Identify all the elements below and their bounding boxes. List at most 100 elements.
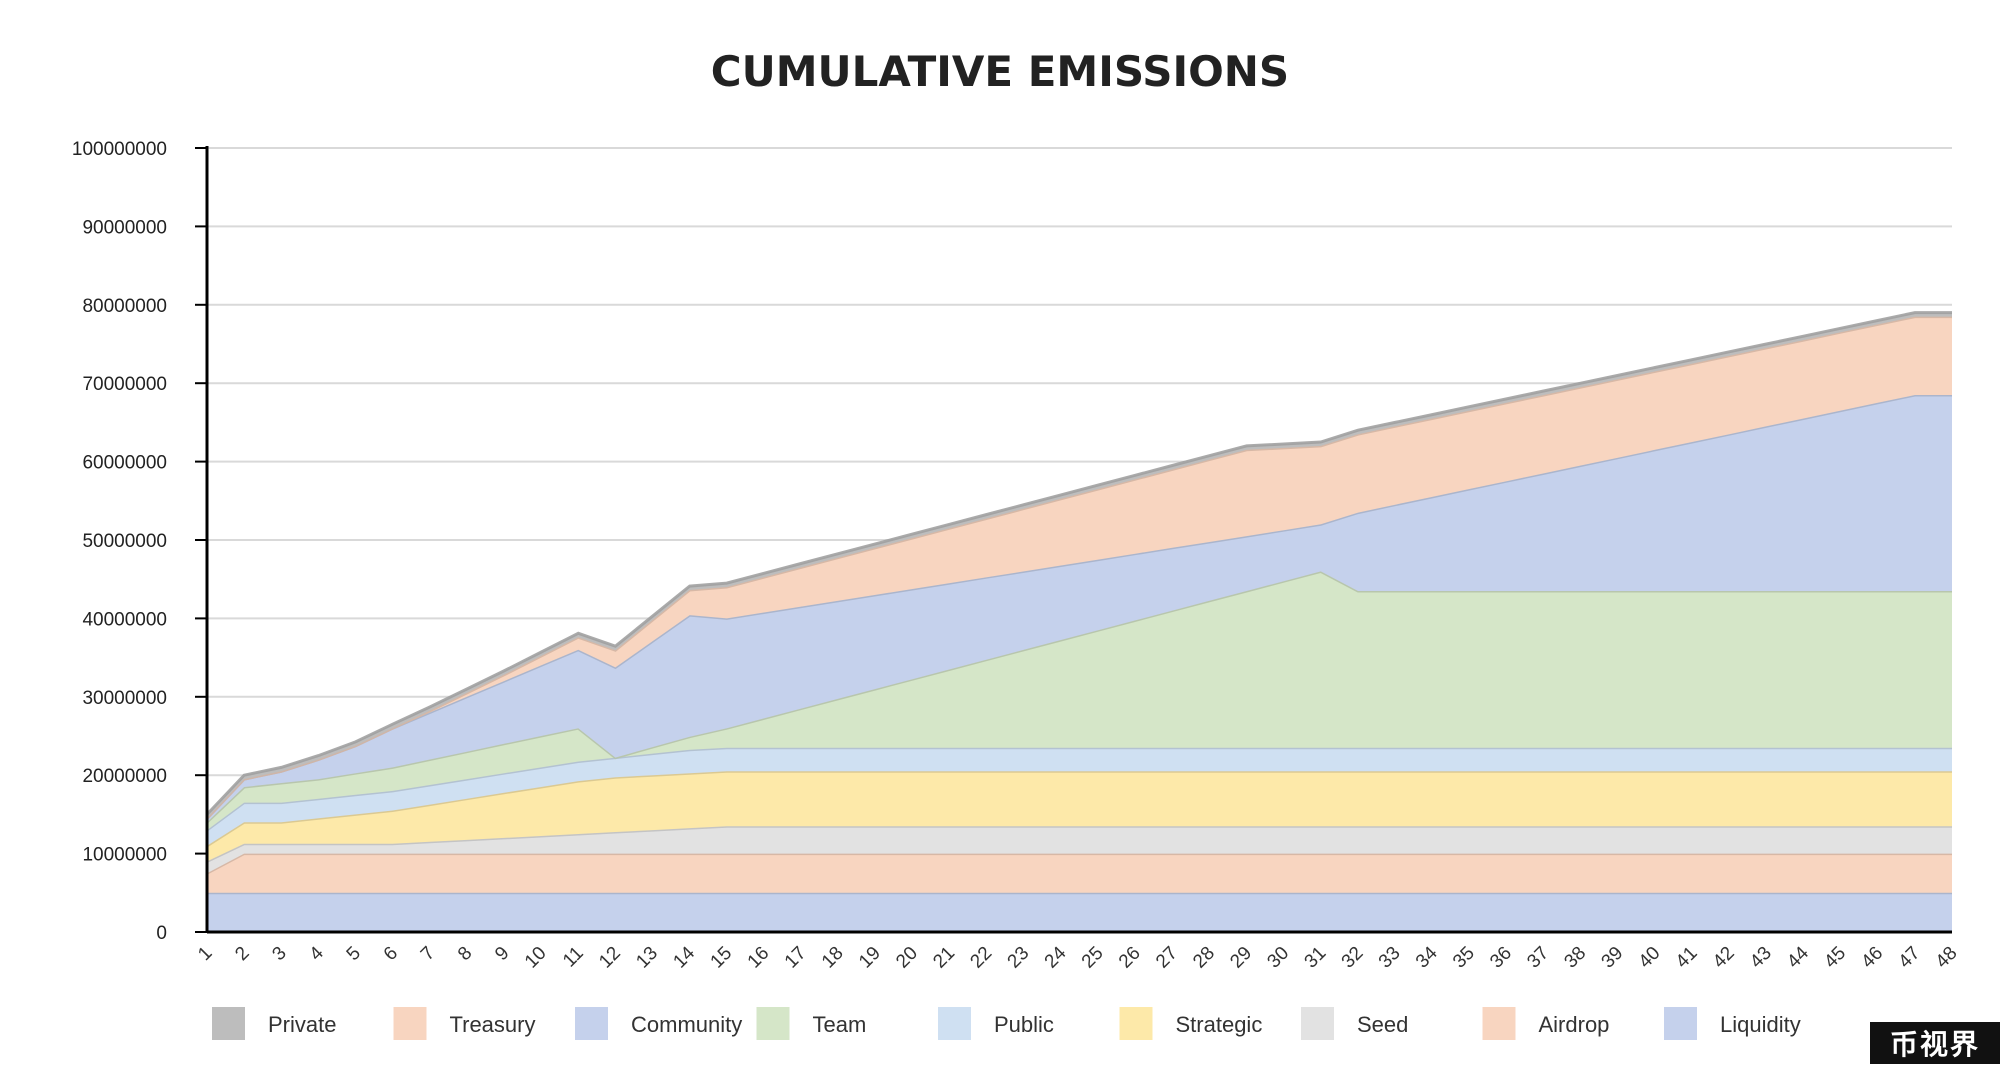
y-tick-label: 70000000: [82, 374, 167, 395]
y-tick-label: 50000000: [82, 531, 167, 552]
legend-label: Public: [994, 1012, 1054, 1037]
legend-swatch: [1482, 1007, 1516, 1040]
legend-swatch: [1301, 1007, 1334, 1040]
x-tick-label: 26: [1115, 943, 1145, 973]
legend-label: Team: [813, 1012, 867, 1037]
legend-item-airdrop: Airdrop: [1482, 1007, 1610, 1040]
area-treasury: [207, 316, 1952, 819]
x-tick-label: 43: [1746, 943, 1776, 973]
y-tick-label: 90000000: [82, 217, 167, 238]
x-tick-label: 8: [454, 943, 476, 965]
x-tick-label: 48: [1932, 943, 1962, 973]
x-tick-label: 16: [744, 943, 774, 973]
legend-swatch: [1664, 1007, 1697, 1040]
chart-title: CUMULATIVE EMISSIONS: [711, 47, 1289, 96]
watermark-logo: 币视界: [1870, 1022, 2000, 1064]
x-tick-label: 21: [929, 943, 959, 973]
legend-label: Strategic: [1176, 1012, 1263, 1037]
x-tick-label: 31: [1301, 943, 1331, 973]
x-tick-label: 9: [491, 943, 513, 965]
area-airdrop: [207, 853, 1952, 893]
legend-item-liquidity: Liquidity: [1664, 1007, 1801, 1040]
x-tick-label: 12: [595, 943, 625, 973]
x-axis-ticks: 1 2 3 4 5 6 7 8 9 10 11 12 13 14 15 16 17 18 19 20 21 22 23 24 2…: [194, 942, 1961, 972]
x-tick-label: 34: [1412, 942, 1442, 972]
legend-item-treasury: Treasury: [393, 1007, 536, 1040]
x-tick-label: 44: [1783, 942, 1813, 972]
x-tick-label: 20: [892, 943, 922, 973]
x-tick-label: 40: [1635, 943, 1665, 973]
x-tick-label: 37: [1523, 943, 1553, 973]
legend-swatch: [212, 1007, 245, 1040]
x-tick-label: 45: [1820, 943, 1850, 973]
y-tick-label: 20000000: [82, 766, 167, 787]
area-strategic: [207, 771, 1952, 862]
x-tick-label: 4: [306, 942, 329, 965]
y-tick-label: 40000000: [82, 609, 167, 630]
area-liquidity: [207, 892, 1952, 932]
legend-label: Private: [268, 1012, 336, 1037]
legend-item-community: Community: [575, 1007, 742, 1040]
x-tick-label: 29: [1226, 943, 1256, 973]
legend-swatch: [938, 1007, 971, 1040]
x-tick-label: 38: [1560, 943, 1590, 973]
x-tick-label: 18: [818, 943, 848, 973]
legend-swatch: [756, 1007, 790, 1040]
x-tick-label: 39: [1598, 943, 1628, 973]
legend-label: Community: [631, 1012, 742, 1037]
x-tick-label: 23: [1004, 943, 1034, 973]
x-tick-label: 13: [632, 943, 662, 973]
legend-item-private: Private: [212, 1007, 336, 1040]
x-tick-label: 33: [1375, 943, 1405, 973]
area-team: [207, 571, 1952, 831]
x-tick-label: 15: [707, 943, 737, 973]
legend-label: Seed: [1357, 1012, 1408, 1037]
y-tick-label: 80000000: [82, 296, 167, 317]
x-tick-label: 19: [855, 943, 885, 973]
x-tick-label: 2: [231, 943, 253, 965]
x-tick-label: 42: [1709, 943, 1739, 973]
x-tick-label: 7: [417, 943, 439, 965]
legend-swatch: [393, 1007, 427, 1040]
legend-swatch: [1119, 1007, 1153, 1040]
x-tick-label: 27: [1152, 943, 1182, 973]
legend-label: Liquidity: [1720, 1012, 1801, 1037]
x-tick-label: 28: [1189, 943, 1219, 973]
x-tick-label: 11: [559, 943, 588, 972]
x-tick-label: 3: [268, 943, 290, 965]
legend-item-public: Public: [938, 1007, 1054, 1040]
x-tick-label: 5: [343, 943, 365, 965]
legend-item-team: Team: [756, 1007, 867, 1040]
area-seed: [207, 826, 1952, 874]
x-tick-label: 17: [781, 943, 811, 973]
y-tick-label: 30000000: [82, 688, 167, 709]
y-tick-label: 10000000: [82, 845, 167, 866]
legend-label: Treasury: [450, 1012, 536, 1037]
area-edge-private: [205, 311, 1952, 816]
x-tick-label: 30: [1263, 943, 1293, 973]
legend-item-seed: Seed: [1301, 1007, 1408, 1040]
y-axis-ticks: 0 10000000 20000000 30000000 40000000 5000000…: [72, 139, 207, 944]
area-community: [207, 395, 1952, 823]
x-tick-label: 46: [1857, 943, 1887, 973]
legend: Private Treasury Community Team Public Strate…: [212, 1007, 1801, 1040]
x-tick-label: 6: [380, 943, 402, 965]
x-tick-label: 32: [1338, 943, 1368, 973]
x-tick-label: 47: [1895, 943, 1925, 973]
x-tick-label: 1: [194, 943, 216, 965]
x-tick-label: 36: [1486, 943, 1516, 973]
legend-item-strategic: Strategic: [1119, 1007, 1263, 1040]
legend-swatch: [575, 1007, 608, 1040]
y-tick-label: 60000000: [82, 453, 167, 474]
legend-label: Airdrop: [1539, 1012, 1610, 1037]
x-tick-label: 14: [669, 942, 699, 972]
x-tick-label: 22: [966, 943, 996, 973]
x-tick-label: 41: [1672, 943, 1702, 973]
x-tick-label: 25: [1078, 943, 1108, 973]
y-tick-label: 100000000: [72, 139, 167, 160]
area-public: [207, 747, 1952, 846]
x-tick-label: 35: [1449, 943, 1479, 973]
x-tick-label: 24: [1041, 942, 1071, 972]
stacked-areas: [205, 311, 1952, 932]
